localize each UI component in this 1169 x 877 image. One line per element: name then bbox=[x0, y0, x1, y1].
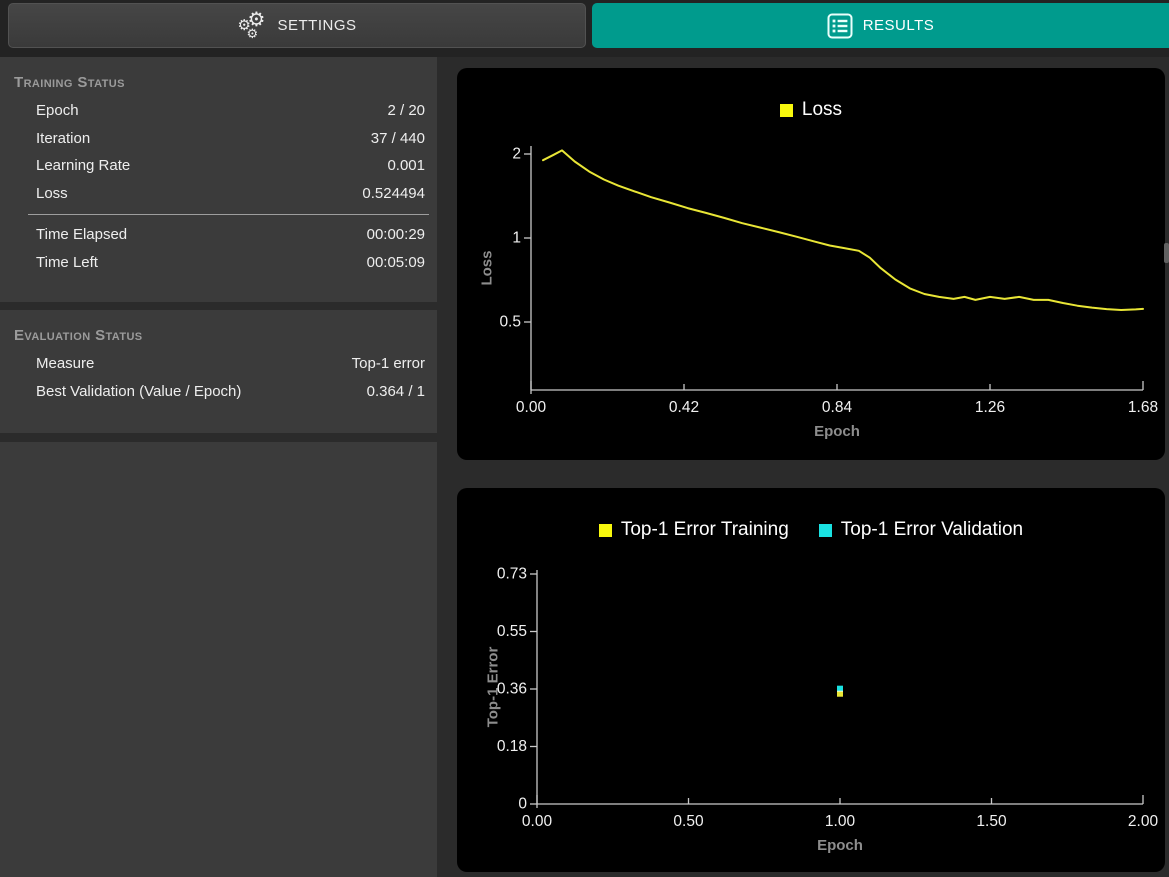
y-tick-label: 0.5 bbox=[499, 314, 521, 331]
y-tick-label: 0.18 bbox=[497, 738, 527, 755]
series-line bbox=[542, 149, 1144, 311]
row-measure: Measure Top-1 error bbox=[0, 350, 437, 378]
tab-results-label: RESULTS bbox=[862, 17, 935, 34]
row-measure-value: Top-1 error bbox=[351, 355, 425, 372]
x-axis-title: Epoch bbox=[817, 837, 863, 854]
row-time-left: Time Left 00:05:09 bbox=[0, 249, 437, 277]
row-measure-label: Measure bbox=[36, 355, 95, 372]
loss-chart[interactable]: 0.00 0.42 0.84 1.26 1.68 2 1 0.5 Epoch Loss Loss bbox=[457, 68, 1165, 460]
evaluation-status-header: Evaluation Status bbox=[14, 327, 143, 344]
row-best-validation-label: Best Validation (Value / Epoch) bbox=[36, 382, 242, 400]
y-tick-label: 0.55 bbox=[497, 623, 527, 640]
x-tick-label: 2.00 bbox=[1128, 813, 1159, 830]
training-separator bbox=[28, 214, 429, 215]
settings-gears-icon: ⚙ ⚙ ⚙ bbox=[237, 6, 266, 42]
row-epoch: Epoch 2 / 20 bbox=[0, 97, 437, 125]
row-learning-rate-value: 0.001 bbox=[387, 157, 425, 174]
row-iteration: Iteration 37 / 440 bbox=[0, 125, 437, 153]
training-status-panel: Training Status Epoch 2 / 20 Iteration 3… bbox=[0, 57, 437, 302]
x-tick-label: 0.00 bbox=[522, 813, 553, 830]
tab-bar: ⚙ ⚙ ⚙ SETTINGS RESULTS bbox=[0, 0, 1169, 57]
empty-panel bbox=[0, 442, 437, 877]
row-loss: Loss 0.524494 bbox=[0, 180, 437, 208]
loss-chart-canvas[interactable]: 0.00 0.42 0.84 1.26 1.68 2 1 0.5 Epoch Loss bbox=[457, 68, 1165, 460]
x-tick-label: 1.68 bbox=[1128, 399, 1158, 416]
training-status-header: Training Status bbox=[14, 74, 125, 91]
row-learning-rate-label: Learning Rate bbox=[36, 157, 131, 174]
series-marker bbox=[837, 685, 843, 692]
results-list-icon bbox=[827, 13, 853, 39]
row-time-left-value: 00:05:09 bbox=[366, 253, 425, 271]
y-tick-label: 0.36 bbox=[497, 680, 527, 697]
x-tick-label: 0.84 bbox=[822, 399, 853, 416]
y-tick-label: 0.73 bbox=[497, 565, 527, 582]
row-time-elapsed-value: 00:00:29 bbox=[366, 226, 425, 243]
tab-results[interactable]: RESULTS bbox=[592, 3, 1169, 48]
top1-error-chart-canvas[interactable]: 0.00 0.50 1.00 1.50 2.00 0 0.18 0.36 0.55 0.73 Epo… bbox=[457, 488, 1165, 872]
row-time-left-label: Time Left bbox=[36, 253, 98, 271]
scrollbar-thumb[interactable] bbox=[1164, 243, 1169, 263]
x-axis-title: Epoch bbox=[814, 423, 860, 440]
row-best-validation-value: 0.364 / 1 bbox=[366, 382, 425, 400]
row-time-elapsed-label: Time Elapsed bbox=[36, 226, 128, 243]
x-tick-label: 0.42 bbox=[669, 399, 699, 416]
x-tick-label: 0.00 bbox=[516, 399, 547, 416]
x-tick-label: 1.26 bbox=[975, 399, 1005, 416]
row-iteration-label: Iteration bbox=[36, 129, 91, 147]
y-axis-title: Top-1 Error bbox=[485, 647, 502, 728]
row-loss-label: Loss bbox=[36, 184, 68, 202]
y-tick-label: 0 bbox=[518, 796, 527, 813]
x-tick-label: 1.00 bbox=[825, 813, 856, 830]
series-marker bbox=[837, 690, 843, 697]
row-epoch-value: 2 / 20 bbox=[387, 102, 425, 119]
y-axis-title: Loss bbox=[479, 250, 496, 285]
top1-error-chart[interactable]: 0.00 0.50 1.00 1.50 2.00 0 0.18 0.36 0.55 0.73 Epo… bbox=[457, 488, 1165, 872]
row-learning-rate: Learning Rate 0.001 bbox=[0, 152, 437, 180]
x-tick-label: 0.50 bbox=[673, 813, 704, 830]
evaluation-status-panel: Evaluation Status Measure Top-1 error Be… bbox=[0, 310, 437, 433]
row-epoch-label: Epoch bbox=[36, 102, 79, 119]
row-loss-value: 0.524494 bbox=[362, 184, 425, 202]
tab-settings[interactable]: ⚙ ⚙ ⚙ SETTINGS bbox=[8, 3, 586, 48]
x-tick-label: 1.50 bbox=[976, 813, 1007, 830]
y-tick-label: 2 bbox=[512, 146, 521, 163]
row-iteration-value: 37 / 440 bbox=[370, 129, 425, 147]
row-time-elapsed: Time Elapsed 00:00:29 bbox=[0, 221, 437, 249]
row-best-validation: Best Validation (Value / Epoch) 0.364 / … bbox=[0, 378, 437, 406]
y-tick-label: 1 bbox=[512, 230, 521, 247]
tab-settings-label: SETTINGS bbox=[277, 17, 357, 34]
